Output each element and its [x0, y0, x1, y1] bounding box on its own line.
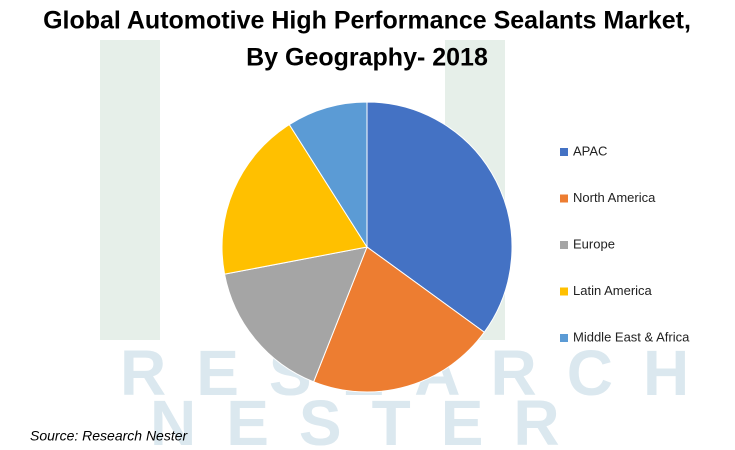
legend-swatch	[560, 194, 568, 203]
legend-label: Latin America	[573, 283, 653, 298]
legend-swatch	[560, 287, 568, 296]
legend-label: APAC	[573, 143, 607, 158]
pie-slice	[221, 123, 368, 275]
legend-swatch	[560, 148, 568, 156]
legend-label: North America	[573, 190, 656, 205]
source: Source: Research Nester	[30, 428, 189, 444]
pie-slice	[223, 246, 368, 383]
watermark: NESTER	[150, 387, 590, 450]
pie-slice	[312, 246, 486, 393]
legend-swatch	[560, 241, 568, 249]
pie-slice	[288, 101, 368, 249]
legend-swatch	[560, 334, 568, 342]
watermark-shape	[100, 40, 160, 340]
legend: APAC North America Europe Latin America Midd…	[560, 143, 690, 344]
pie-slice	[366, 101, 513, 333]
chart-title: Global Automotive High Performance Seala…	[43, 7, 691, 35]
legend-label: Europe	[573, 236, 615, 251]
legend-label: Middle East & Africa	[573, 329, 690, 344]
chart-title: By Geography- 2018	[246, 44, 488, 72]
pie	[221, 101, 513, 393]
